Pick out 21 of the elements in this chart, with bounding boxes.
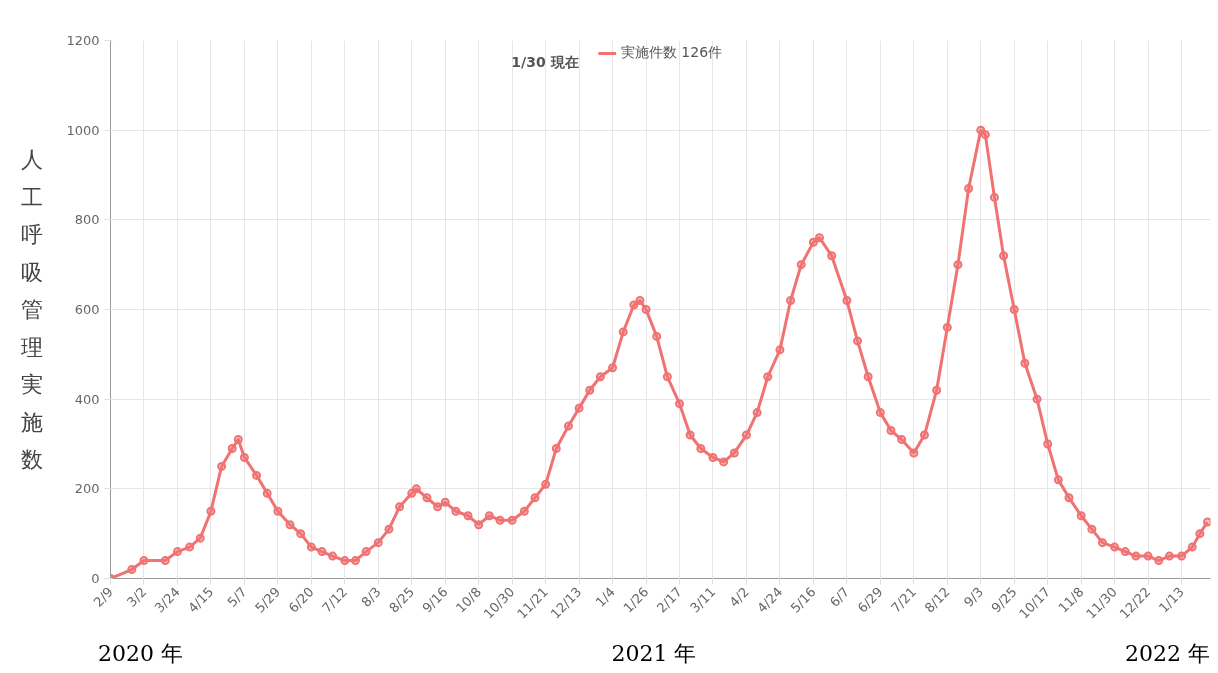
text: 2020 年 bbox=[98, 640, 183, 668]
y-tick-label: 1200 bbox=[66, 33, 100, 48]
y-tick-label: 600 bbox=[74, 302, 100, 317]
x-tick-label: 9/3 bbox=[960, 584, 987, 610]
y-tick-label: 0 bbox=[91, 571, 100, 586]
y-tick-label: 800 bbox=[74, 212, 100, 228]
x-tick-label: 8/3 bbox=[358, 584, 384, 610]
y-tick-label: 1000 bbox=[66, 122, 100, 138]
legend-label: 実施件数 126件 bbox=[620, 44, 723, 62]
annotation: 1/30 現在 bbox=[511, 53, 579, 70]
x-tick-label: 5/7 bbox=[224, 584, 250, 610]
x-tick-label: 4/2 bbox=[726, 584, 752, 610]
y-tick-label: 200 bbox=[74, 481, 100, 497]
text: 人工呼吸管理実施数 bbox=[21, 147, 44, 472]
x-tick-label: 1/4 bbox=[592, 584, 618, 610]
text: 2021 年 bbox=[611, 640, 697, 668]
y-tick-label: 400 bbox=[74, 391, 100, 407]
x-tick-label: 6/7 bbox=[826, 584, 853, 610]
x-tick-label: 2/9 bbox=[90, 584, 116, 610]
x-tick-label: 3/2 bbox=[124, 584, 150, 610]
text: 2022 年 bbox=[1125, 640, 1210, 668]
